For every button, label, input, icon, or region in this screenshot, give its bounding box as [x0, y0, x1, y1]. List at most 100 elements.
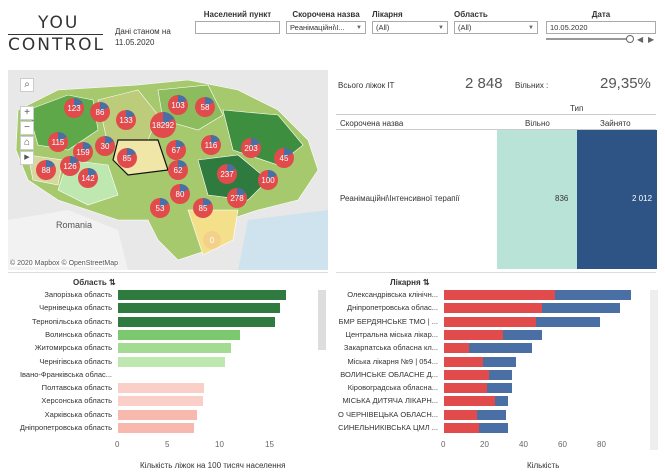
- sort-icon[interactable]: ⇅: [109, 278, 116, 287]
- marker-free-slice: [268, 169, 277, 180]
- short-name-filter-select[interactable]: Реанімаційні\І... ▼: [286, 21, 366, 34]
- marker-label: 123: [67, 104, 81, 113]
- search-icon[interactable]: ⌕: [20, 78, 34, 92]
- hospital-row-label: БМР БЕРДЯНСЬКЕ ТМО | ...: [338, 316, 438, 326]
- marker-free-slice: [126, 109, 135, 120]
- date-slider-handle[interactable]: [626, 35, 634, 43]
- hospital-busy-bar[interactable]: [444, 356, 483, 367]
- hospital-busy-bar[interactable]: [444, 396, 495, 407]
- marker-label: 159: [76, 148, 90, 157]
- hospital-busy-bar[interactable]: [444, 303, 542, 314]
- hospital-row-label: Олександрівська клінічн...: [347, 290, 438, 299]
- hospital-busy-bar[interactable]: [444, 290, 556, 300]
- home-icon[interactable]: ⌂: [20, 136, 34, 150]
- col-free-header: Вільно: [525, 119, 550, 128]
- divider: [8, 272, 328, 273]
- region-bar[interactable]: [118, 343, 231, 354]
- region-bar[interactable]: [118, 303, 280, 314]
- region-tick-label: 0: [115, 440, 120, 449]
- settlement-filter-label: Населений пункт: [203, 10, 272, 19]
- hospital-free-bar[interactable]: [479, 423, 509, 433]
- hospital-busy-bar[interactable]: [444, 423, 480, 433]
- hospital-row-label: ВОЛИНСЬКЕ ОБЛАСНЕ Д...: [340, 369, 438, 379]
- marker-label: 116: [205, 141, 218, 150]
- hospital-busy-bar[interactable]: [444, 316, 536, 327]
- free-cell[interactable]: [497, 130, 577, 269]
- slider-prev-icon[interactable]: ◀: [637, 35, 644, 44]
- hospital-free-bar[interactable]: [488, 369, 513, 380]
- marker-label: 80: [176, 190, 185, 199]
- hospital-chart-title: Лікарня ⇅: [390, 278, 430, 287]
- sort-icon[interactable]: ⇅: [422, 278, 430, 287]
- region-bar[interactable]: [118, 356, 225, 367]
- hospital-free-bar[interactable]: [494, 396, 509, 407]
- marker-label: 58: [201, 103, 210, 112]
- region-bar[interactable]: [118, 396, 203, 407]
- region-bar[interactable]: [118, 329, 240, 340]
- hospital-row-label: Центральна міська лікар...: [345, 329, 438, 339]
- date-filter-input[interactable]: 10.05.2020: [546, 21, 656, 34]
- settlement-filter-input[interactable]: [195, 21, 280, 34]
- hospital-row-label: Закарпатська обласна кл...: [343, 343, 438, 353]
- hospital-filter-label: Лікарня: [372, 10, 403, 19]
- hospital-free-bar[interactable]: [541, 303, 620, 314]
- hospital-free-bar[interactable]: [469, 343, 532, 354]
- hospital-free-bar[interactable]: [502, 329, 542, 340]
- slider-next-icon[interactable]: ▶: [648, 35, 655, 44]
- marker-label: 103: [171, 101, 185, 110]
- marker-label: 85: [199, 204, 208, 213]
- region-row-label: Івано-Франківська облас...: [19, 369, 112, 379]
- busy-cell[interactable]: [577, 130, 657, 269]
- hospital-busy-bar[interactable]: [444, 329, 503, 340]
- marker-label: 126: [63, 162, 77, 171]
- hospital-filter-select[interactable]: (All) ▼: [372, 21, 448, 34]
- marker-label: 45: [280, 154, 289, 163]
- hospital-bar-chart: Олександрівська клінічн... Дніпропетровсь…: [330, 288, 660, 449]
- country-label: Romania: [56, 220, 92, 230]
- chevron-down-icon: ▼: [528, 24, 534, 31]
- marker-free-slice: [100, 101, 109, 112]
- hospital-free-bar[interactable]: [535, 316, 600, 327]
- hospital-busy-bar[interactable]: [444, 383, 487, 394]
- zoom-out-button[interactable]: −: [20, 121, 34, 135]
- hospital-free-bar[interactable]: [555, 290, 632, 300]
- as-of-date-text: Дані станом на 11.05.2020: [115, 27, 171, 47]
- marker-label: 53: [156, 204, 165, 213]
- youcontrol-logo: YOU CONTROL: [8, 13, 106, 55]
- hospital-scrollbar[interactable]: [650, 290, 658, 450]
- chevron-down-icon: ▼: [438, 24, 444, 31]
- region-bar[interactable]: [118, 383, 204, 394]
- marker-free-slice: [160, 197, 169, 208]
- hospital-busy-bar[interactable]: [444, 369, 489, 380]
- region-bar[interactable]: [118, 316, 275, 327]
- zoom-in-button[interactable]: +: [20, 106, 34, 120]
- type-header: Тип: [570, 104, 584, 113]
- free-label: Вільних :: [515, 81, 549, 90]
- hospital-free-bar[interactable]: [477, 409, 507, 420]
- hospital-busy-bar[interactable]: [444, 343, 470, 354]
- marker-free-slice: [178, 94, 187, 105]
- region-marker[interactable]: [203, 231, 221, 249]
- region-row-label: Полтавська область: [41, 383, 112, 393]
- region-scrollbar[interactable]: [318, 290, 326, 350]
- region-bar[interactable]: [118, 409, 197, 420]
- region-filter-select[interactable]: (All) ▼: [454, 21, 538, 34]
- marker-free-slice: [74, 97, 83, 108]
- marker-free-slice: [284, 147, 293, 158]
- marker-label: 133: [119, 116, 133, 125]
- hospital-free-bar[interactable]: [486, 383, 513, 394]
- region-row-label: Херсонська область: [41, 396, 112, 406]
- region-bar[interactable]: [118, 423, 194, 433]
- marker-label: 30: [101, 142, 110, 151]
- region-row-label: Дніпропетровська область: [19, 423, 112, 432]
- pan-arrow-icon[interactable]: ▶: [20, 151, 34, 165]
- marker-free-slice: [105, 135, 114, 146]
- hospital-busy-bar[interactable]: [444, 409, 478, 420]
- region-bar[interactable]: [118, 290, 286, 300]
- ukraine-map[interactable]: Romania 123 86 133 103 58 115 159 30 85 18292 67 11…: [8, 70, 328, 270]
- total-beds-label: Всього ліжок ІТ: [338, 81, 395, 90]
- marker-free-slice: [237, 187, 246, 198]
- hospital-free-bar[interactable]: [483, 356, 517, 367]
- marker-free-slice: [205, 96, 214, 107]
- marker-free-slice: [178, 159, 187, 170]
